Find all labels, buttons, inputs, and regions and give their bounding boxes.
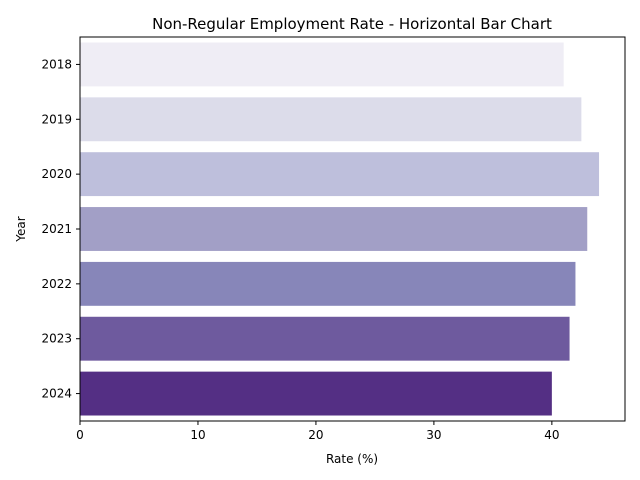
bars-group (80, 42, 600, 416)
bar-2021 (80, 207, 588, 251)
x-tick-label: 20 (308, 428, 323, 442)
bar-2024 (80, 371, 552, 416)
y-axis-ticks: 2018 2019 2020 2021 2022 2023 2024 (41, 57, 80, 401)
bar-2020 (80, 152, 600, 197)
x-tick-label: 10 (190, 428, 205, 442)
x-tick-label: 30 (426, 428, 441, 442)
x-axis-label: Rate (%) (326, 452, 378, 466)
y-axis-label: Year (14, 216, 28, 242)
chart-title: Non-Regular Employment Rate - Horizontal… (152, 15, 552, 33)
y-tick-label: 2024 (41, 387, 72, 401)
bar-2022 (80, 261, 576, 306)
y-tick-label: 2018 (41, 57, 72, 71)
bar-2019 (80, 97, 582, 142)
y-tick-label: 2019 (41, 112, 72, 126)
y-tick-label: 2020 (41, 167, 72, 181)
bar-2023 (80, 316, 570, 361)
y-tick-label: 2021 (41, 222, 72, 236)
x-tick-label: 40 (544, 428, 559, 442)
plot-frame (79, 36, 626, 422)
y-tick-label: 2022 (41, 277, 72, 291)
y-tick-label: 2023 (41, 332, 72, 346)
x-axis-ticks: 0 10 20 30 40 (76, 421, 560, 442)
bar-2018 (80, 42, 564, 87)
x-tick-label: 0 (76, 428, 84, 442)
